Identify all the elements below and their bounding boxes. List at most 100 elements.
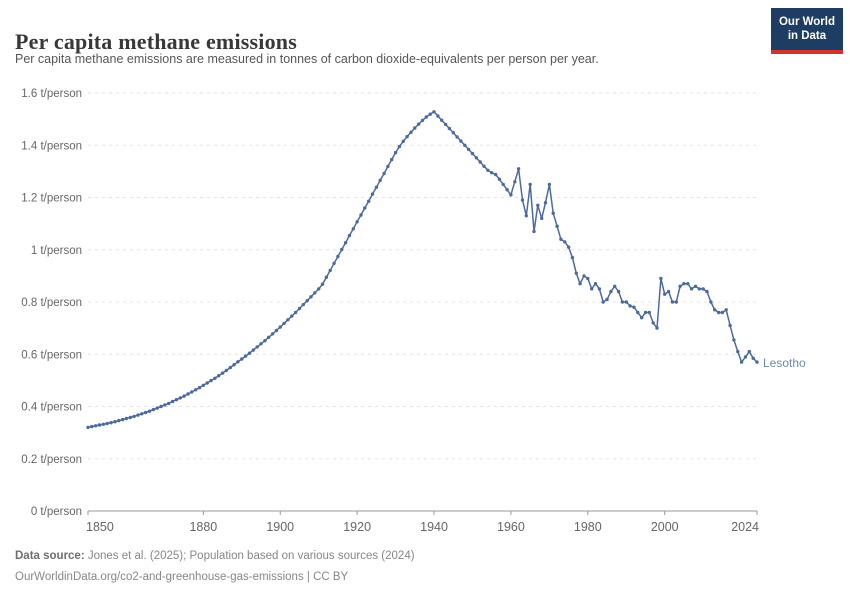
page-title: Per capita methane emissions bbox=[15, 28, 297, 54]
owid-logo-line2: in Data bbox=[787, 30, 827, 42]
series-point bbox=[693, 284, 698, 288]
series-point bbox=[747, 349, 751, 354]
line-chart-plot: 0 t/person 0.2 t/person 0.4 t/person 0.6 t/… bbox=[21, 88, 806, 534]
x-axis-tick-label: 1880 bbox=[189, 520, 217, 534]
series-point bbox=[151, 407, 156, 412]
series-point bbox=[97, 423, 102, 427]
series-point bbox=[590, 287, 594, 291]
series-point bbox=[601, 300, 605, 304]
series-point bbox=[224, 368, 229, 373]
series-point bbox=[363, 206, 367, 210]
series-point bbox=[705, 289, 709, 294]
y-axis-tick-label: 1.2 t/person bbox=[21, 193, 82, 205]
series-point bbox=[124, 416, 129, 421]
series-point bbox=[478, 160, 482, 164]
series-point bbox=[336, 254, 340, 259]
series-point bbox=[197, 386, 202, 390]
x-axis-tick-label: 1920 bbox=[343, 520, 371, 534]
series-point bbox=[167, 401, 171, 406]
series-point bbox=[120, 417, 125, 422]
series-point bbox=[455, 135, 459, 139]
series-point bbox=[424, 115, 428, 119]
series-point bbox=[682, 282, 686, 286]
series-point bbox=[490, 171, 494, 175]
x-axis-tick-label: 1960 bbox=[497, 520, 525, 534]
y-axis-tick-label: 0.6 t/person bbox=[21, 349, 82, 361]
series-point bbox=[282, 321, 286, 326]
series-point bbox=[505, 188, 509, 192]
series-point bbox=[678, 284, 682, 288]
series-point bbox=[755, 360, 759, 364]
series-point bbox=[317, 287, 321, 291]
series-point bbox=[501, 182, 505, 187]
series-point bbox=[359, 213, 363, 217]
series-point bbox=[217, 374, 221, 378]
series-point bbox=[382, 171, 386, 176]
y-axis-tick-label: 1.4 t/person bbox=[21, 140, 82, 152]
series-point bbox=[509, 193, 513, 197]
series-point bbox=[547, 182, 552, 187]
series-point bbox=[159, 404, 163, 409]
series-point bbox=[651, 321, 655, 325]
series-point bbox=[117, 418, 121, 423]
y-axis-tick-label: 0.4 t/person bbox=[21, 402, 82, 414]
footer-url-license: OurWorldinData.org/co2-and-greenhouse-ga… bbox=[15, 571, 349, 584]
series-point bbox=[586, 276, 590, 281]
series-point bbox=[228, 365, 232, 370]
series-point bbox=[659, 276, 663, 281]
series-point bbox=[716, 310, 721, 315]
series-point bbox=[397, 144, 402, 149]
series-point bbox=[443, 122, 448, 127]
series-point bbox=[170, 399, 175, 404]
series-point bbox=[194, 388, 198, 392]
series-point bbox=[86, 425, 90, 430]
series-point bbox=[386, 164, 390, 169]
series-point bbox=[190, 390, 194, 394]
series-point bbox=[597, 287, 602, 291]
series-point bbox=[516, 167, 521, 171]
series-point bbox=[493, 172, 498, 177]
owid-logo-line1: Our World bbox=[778, 15, 835, 28]
series-point bbox=[643, 310, 648, 315]
series-point bbox=[136, 413, 140, 417]
series-point bbox=[201, 383, 205, 387]
series-point bbox=[470, 151, 475, 156]
series-point bbox=[432, 110, 436, 114]
series-point bbox=[451, 131, 455, 135]
series-point bbox=[309, 295, 313, 299]
series-point bbox=[674, 300, 678, 304]
series-point bbox=[209, 378, 213, 383]
chart-footer: Data source: Jones et al. (2025); Popula… bbox=[15, 546, 415, 589]
series-point bbox=[305, 299, 309, 303]
series-point bbox=[367, 199, 371, 203]
series-point bbox=[324, 275, 329, 279]
series-point bbox=[370, 192, 375, 196]
data-source-label: Data source: bbox=[15, 550, 85, 562]
series-point bbox=[620, 300, 625, 304]
series-point bbox=[274, 328, 279, 333]
series-point bbox=[463, 143, 467, 147]
series-point bbox=[147, 409, 152, 413]
series-point bbox=[670, 300, 675, 304]
series-point bbox=[182, 394, 186, 398]
data-source-line: Data source: Jones et al. (2025); Popula… bbox=[15, 546, 415, 567]
series-point bbox=[697, 287, 701, 291]
series-line bbox=[87, 111, 758, 429]
series-point bbox=[640, 316, 644, 320]
series-point bbox=[736, 349, 740, 354]
series-point bbox=[347, 233, 352, 238]
x-axis-tick-label: 1940 bbox=[420, 520, 448, 534]
series-point bbox=[351, 227, 355, 231]
series-point bbox=[701, 287, 705, 291]
series-point bbox=[247, 351, 252, 355]
data-source-text: Jones et al. (2025); Population based on… bbox=[84, 550, 415, 562]
series-point bbox=[728, 323, 732, 328]
series-point bbox=[574, 271, 578, 275]
series-point bbox=[240, 357, 244, 361]
series-point bbox=[213, 376, 217, 380]
series-point bbox=[578, 282, 582, 286]
series-point bbox=[378, 178, 382, 182]
series-point bbox=[666, 289, 671, 294]
series-point bbox=[409, 130, 413, 134]
